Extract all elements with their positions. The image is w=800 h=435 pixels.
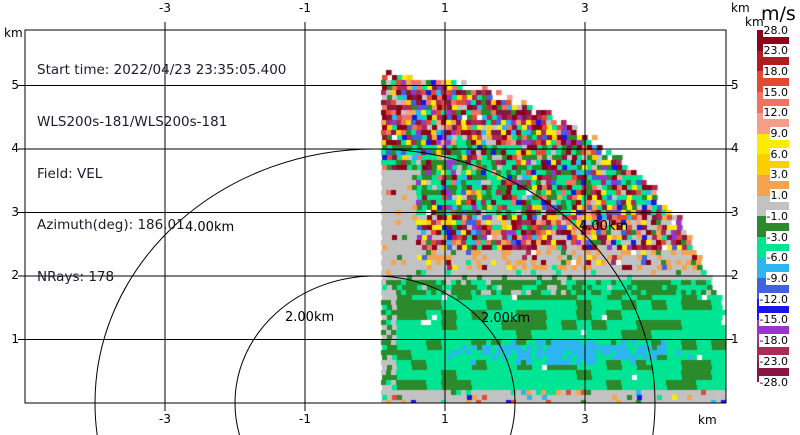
y-tick-label-left: 5 bbox=[11, 77, 19, 92]
colorbar-tick-label: 28.0 bbox=[762, 23, 789, 37]
x-tick-label-bottom: 3 bbox=[581, 412, 589, 426]
nrays-value: NRays: 178 bbox=[37, 268, 115, 285]
colorbar-segment bbox=[757, 299, 789, 321]
colorbar-unit-label: m/s bbox=[761, 3, 796, 25]
device-name: WLS200s-181/WLS200s-181 bbox=[37, 114, 228, 131]
colorbar-segment bbox=[757, 216, 789, 238]
colorbar-tick-label: 15.0 bbox=[762, 85, 789, 99]
colorbar-segment bbox=[757, 112, 789, 135]
colorbar-tick-label: 12.0 bbox=[762, 106, 789, 120]
colorbar-segment bbox=[757, 174, 789, 197]
x-tick-label-top: -3 bbox=[159, 1, 171, 15]
colorbar-tick-label: -18.0 bbox=[758, 334, 789, 348]
x-axis-unit-bottom-right: km bbox=[698, 413, 717, 427]
colorbar-segment bbox=[757, 71, 789, 93]
x-tick-label-bottom: -1 bbox=[299, 412, 311, 426]
y-tick-label-right: 2 bbox=[731, 268, 739, 282]
y-tick-label-right: 1 bbox=[731, 331, 739, 346]
colorbar-segment bbox=[757, 133, 789, 155]
colorbar-segment bbox=[757, 30, 789, 52]
x-tick-label-bottom: 1 bbox=[441, 412, 449, 426]
colorbar-segment bbox=[757, 340, 789, 362]
colorbar-segment bbox=[757, 361, 789, 383]
y-tick-label-left: 1 bbox=[11, 331, 19, 346]
colorbar-tick-label: -28.0 bbox=[758, 375, 789, 389]
colorbar-tick-label: 18.0 bbox=[762, 64, 789, 78]
x-tick-label-top: 3 bbox=[581, 1, 589, 15]
x-tick-label-bottom: -3 bbox=[159, 412, 171, 426]
x-tick-label-top: -1 bbox=[299, 1, 311, 15]
colorbar-segment bbox=[757, 92, 789, 114]
colorbar-segment bbox=[757, 257, 789, 279]
colorbar-tick-label: -3.0 bbox=[765, 230, 789, 244]
colorbar-tick-label: 9.0 bbox=[769, 127, 789, 141]
colorbar-segment bbox=[757, 154, 789, 176]
scan-start-time: Start time: 2022/04/23 23:35:05.400 bbox=[37, 62, 287, 79]
y-tick-label-right: 5 bbox=[731, 77, 739, 92]
y-tick-label-left: 2 bbox=[11, 268, 19, 282]
colorbar-tick-label: -15.0 bbox=[758, 313, 789, 327]
colorbar-tick-label: -9.0 bbox=[765, 271, 789, 285]
scan-info-block: Start time: 2022/04/23 23:35:05.400 WLS2… bbox=[37, 28, 286, 320]
y-tick-label-left: 4 bbox=[11, 141, 19, 155]
colorbar-tick-label: -1.0 bbox=[765, 209, 789, 223]
colorbar-tick-label: 23.0 bbox=[762, 44, 789, 58]
colorbar-tick-label: 3.0 bbox=[769, 168, 789, 182]
y-tick-label-right: 4 bbox=[731, 141, 739, 155]
colorbar-tick-label: 6.0 bbox=[769, 147, 789, 161]
colorbar-segment bbox=[757, 237, 789, 259]
azimuth-value: Azimuth(deg): 186.01 bbox=[37, 217, 185, 234]
colorbar-tick-label: -6.0 bbox=[765, 251, 789, 265]
colorbar-segment bbox=[757, 319, 789, 342]
y-tick-label-left: 3 bbox=[11, 204, 19, 219]
x-axis-unit-top-right: km bbox=[731, 1, 750, 15]
field-name: Field: VEL bbox=[37, 165, 103, 182]
colorbar-tick-label: -23.0 bbox=[758, 354, 789, 368]
colorbar-tick-label: -12.0 bbox=[758, 292, 789, 306]
colorbar-segment bbox=[757, 50, 789, 72]
colorbar-tick-label: 1.0 bbox=[769, 189, 789, 203]
colorbar-segment bbox=[757, 195, 789, 217]
colorbar-segment bbox=[757, 278, 789, 300]
y-axis-unit-left: km bbox=[4, 26, 23, 40]
y-tick-label-right: 3 bbox=[731, 204, 739, 219]
x-tick-label-top: 1 bbox=[441, 1, 449, 15]
y-axis-unit-right: km bbox=[745, 15, 764, 29]
